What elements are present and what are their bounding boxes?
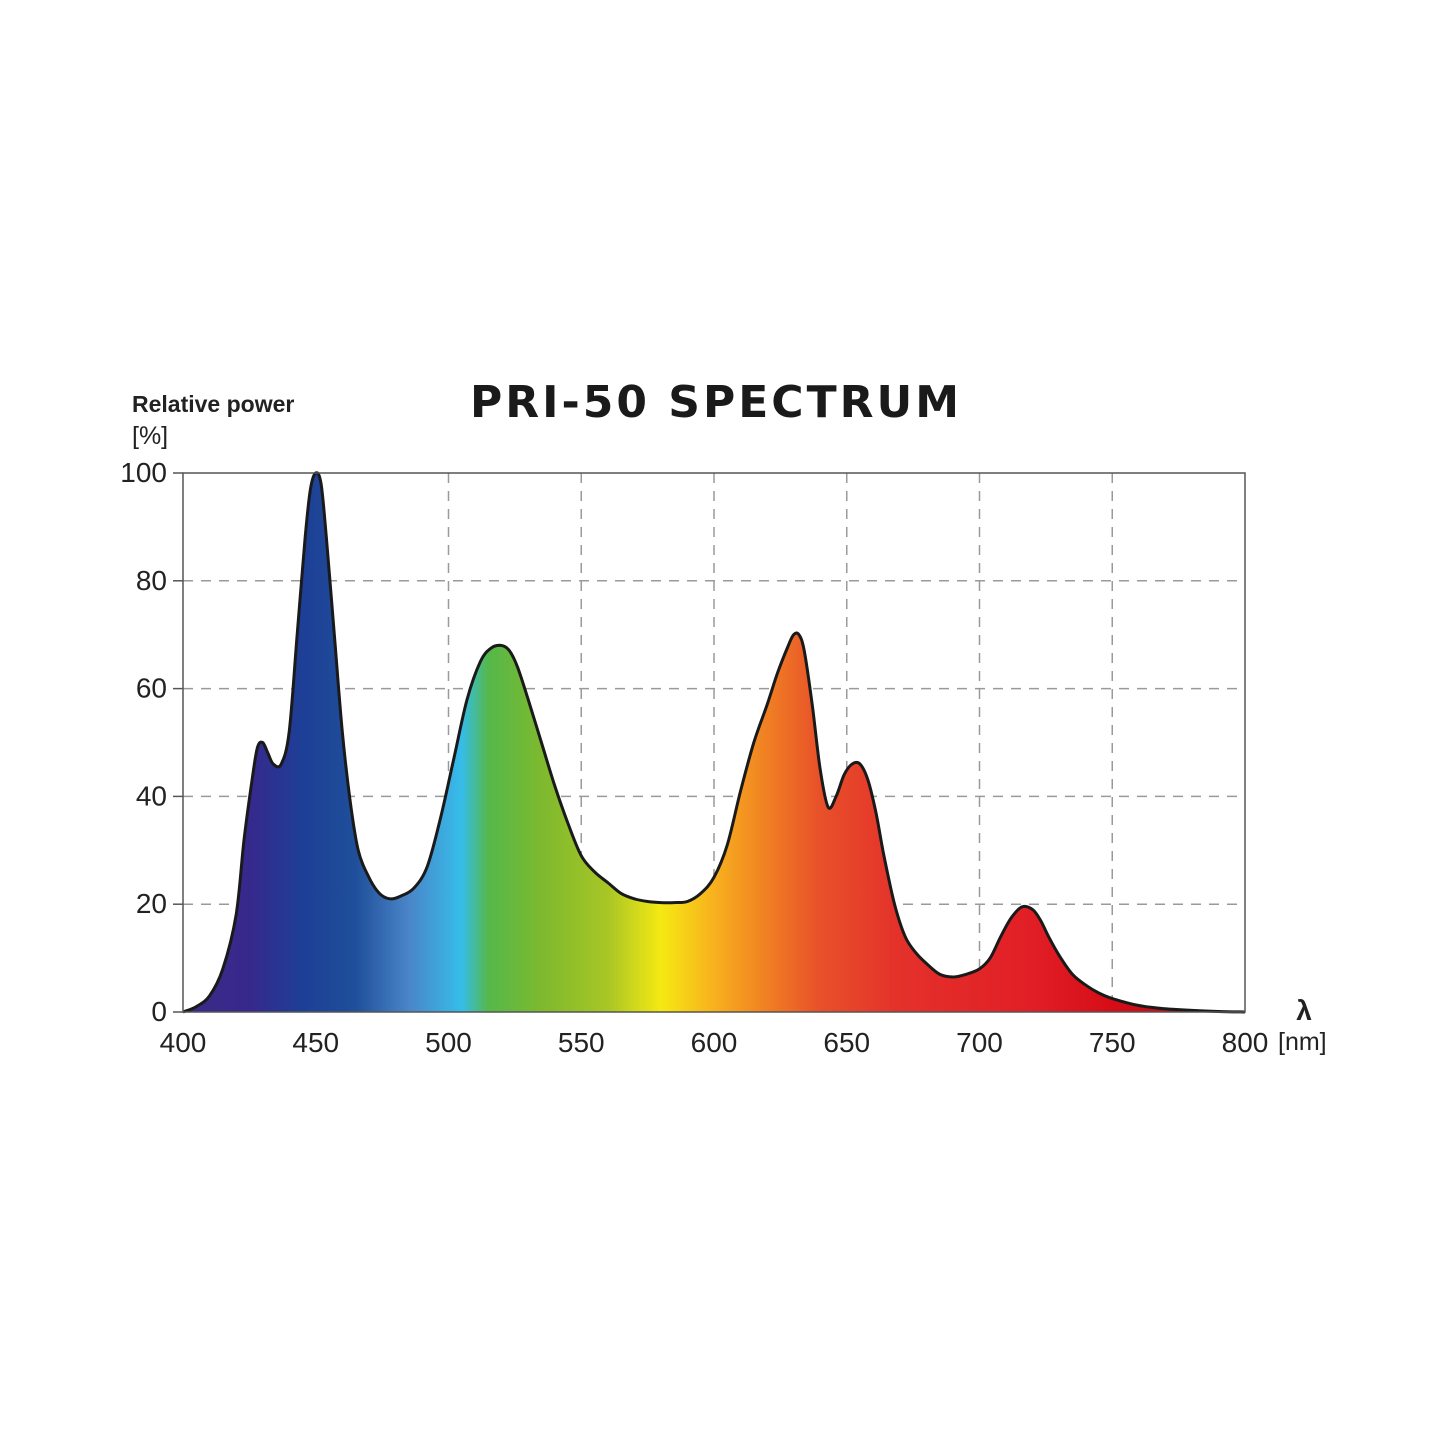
y-tick-label: 80: [136, 565, 167, 596]
x-axis-label: λ: [1296, 995, 1312, 1026]
y-tick-label: 40: [136, 780, 167, 811]
y-tick-labels: 0 20 40 60 80 100: [120, 457, 167, 1027]
y-tick-label: 100: [120, 457, 167, 488]
y-tick-label: 20: [136, 888, 167, 919]
x-tick-label: 550: [558, 1027, 605, 1058]
y-axis-label: Relative power: [132, 391, 294, 417]
plot-frame: [182, 472, 1246, 1013]
x-tick-label: 450: [292, 1027, 339, 1058]
x-tick-label: 650: [823, 1027, 870, 1058]
x-tick-label: 500: [425, 1027, 472, 1058]
x-tick-label: 600: [691, 1027, 738, 1058]
x-tick-label: 750: [1089, 1027, 1136, 1058]
spectrum-outline: [182, 471, 1246, 1014]
x-tick-label: 700: [956, 1027, 1003, 1058]
y-axis-unit: [%]: [132, 422, 168, 450]
spectrum-area: [183, 473, 1245, 1012]
x-tick-label: 400: [160, 1027, 207, 1058]
x-tick-labels: 400 450 500 550 600 650 700 750 800: [160, 1027, 1269, 1058]
x-axis-unit: [nm]: [1278, 1028, 1327, 1056]
y-tick-label: 60: [136, 673, 167, 704]
chart-title: PRI-50 SPECTRUM: [470, 377, 962, 428]
y-tick-label: 0: [151, 996, 167, 1027]
x-tick-label: 800: [1222, 1027, 1269, 1058]
